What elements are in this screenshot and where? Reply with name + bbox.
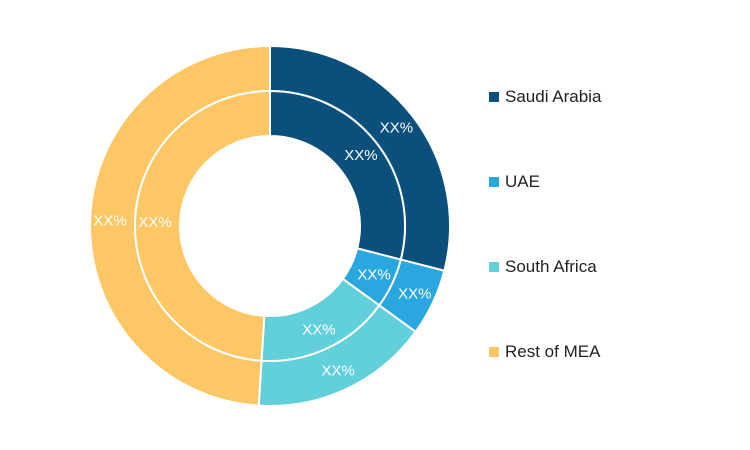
- legend-item-saudi-arabia: Saudi Arabia: [489, 84, 601, 109]
- inner-slice-label-rest-of-mea: XX%: [138, 214, 171, 231]
- inner-slice-rest-of-mea: [133, 89, 271, 362]
- legend-label: Rest of MEA: [505, 341, 601, 361]
- legend-swatch: [489, 346, 499, 357]
- outer-slice-label-saudi-arabia: XX%: [380, 119, 413, 136]
- inner-slice-label-saudi-arabia: XX%: [344, 147, 377, 164]
- chart-legend: Saudi Arabia UAE South Africa Rest of ME…: [489, 84, 601, 364]
- legend-item-uae: UAE: [489, 169, 601, 194]
- outer-slice-label-uae: XX%: [398, 286, 431, 303]
- inner-slice-label-uae: XX%: [357, 266, 390, 283]
- legend-label: South Africa: [505, 256, 597, 276]
- outer-slice-label-south-africa: XX%: [321, 362, 354, 379]
- legend-item-south-africa: South Africa: [489, 254, 601, 279]
- legend-swatch: [489, 176, 499, 187]
- legend-label: UAE: [505, 171, 540, 191]
- legend-swatch: [489, 91, 499, 102]
- chart-slices: [89, 44, 451, 407]
- legend-swatch: [489, 261, 499, 272]
- inner-slice-label-south-africa: XX%: [302, 322, 335, 339]
- legend-label: Saudi Arabia: [505, 86, 602, 106]
- inner-slice-saudi-arabia: [269, 89, 406, 261]
- legend-item-rest-of-mea: Rest of MEA: [489, 339, 601, 364]
- chart-slice-labels: XX%XX%XX%XX%XX%XX%XX%XX%: [93, 119, 431, 379]
- outer-slice-label-rest-of-mea: XX%: [93, 212, 126, 229]
